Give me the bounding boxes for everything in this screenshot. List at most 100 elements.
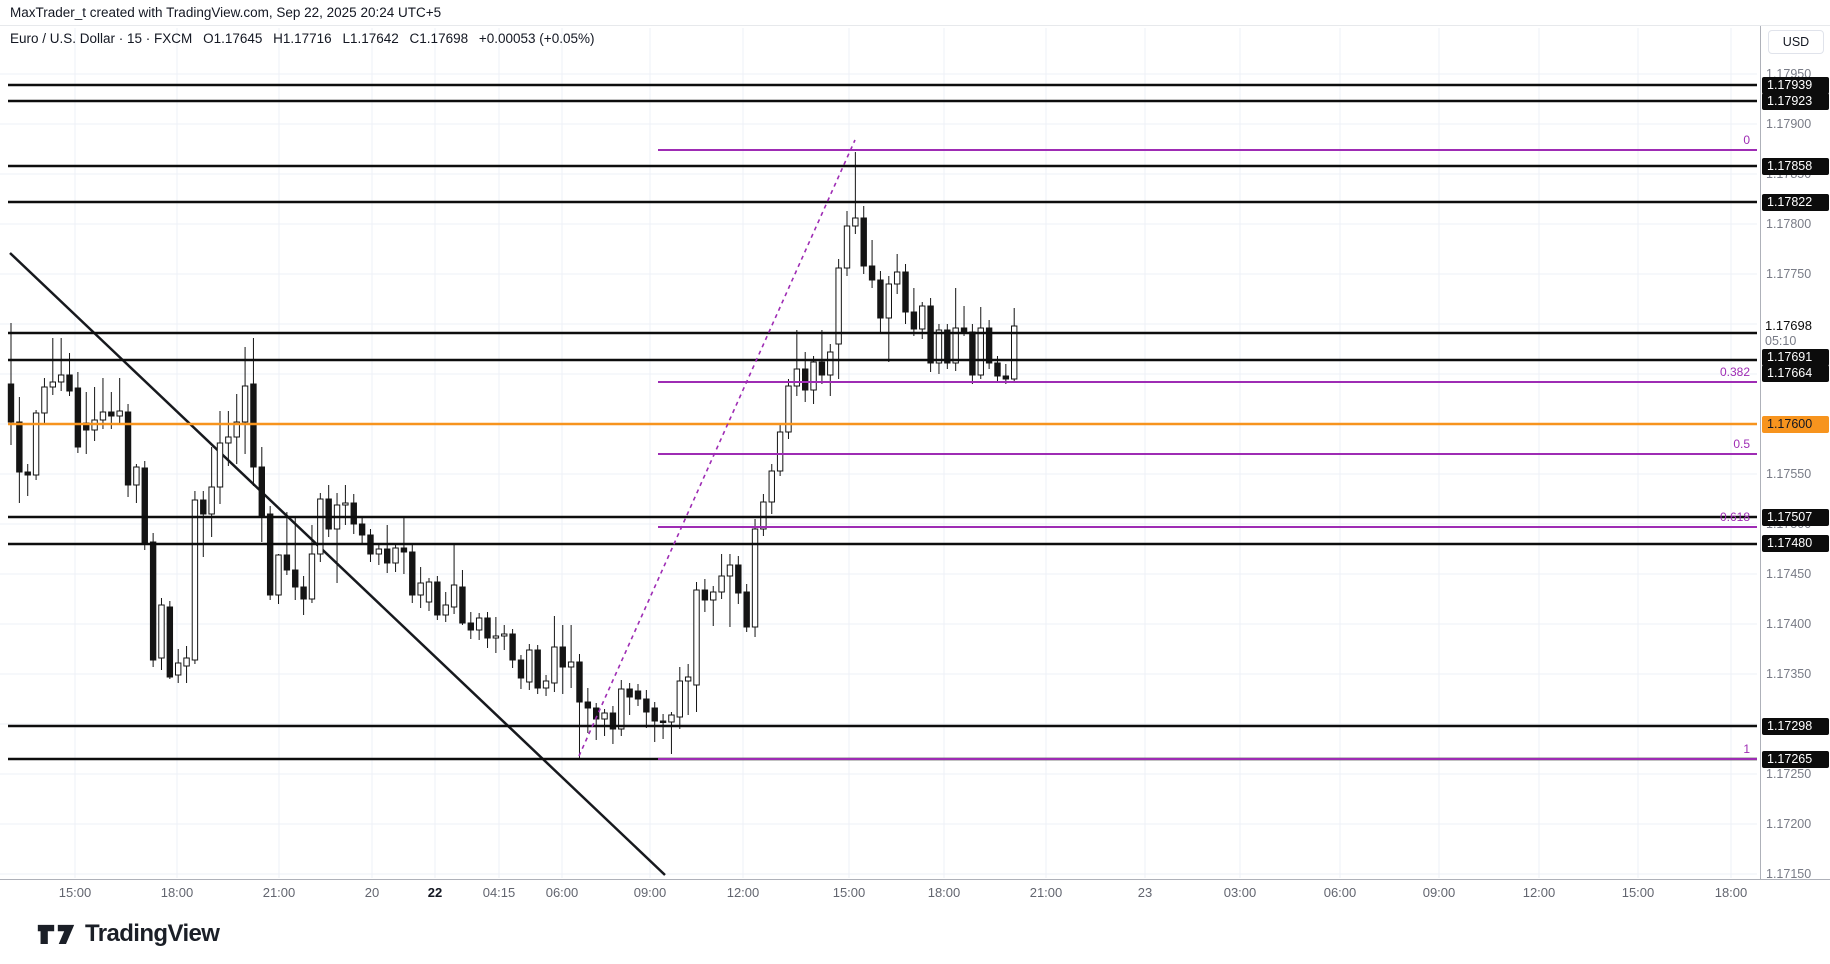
price-level-label: 1.17265 <box>1762 750 1829 768</box>
fib-level-label: 0.618 <box>1719 510 1750 524</box>
price-axis[interactable]: USD 1.179501.179001.178501.178001.177501… <box>1760 26 1830 881</box>
candle-up <box>977 327 984 376</box>
fib-trend-dashed-line <box>578 139 856 757</box>
candle-up <box>450 584 458 608</box>
candle-down <box>534 649 541 689</box>
candle-up <box>885 283 892 319</box>
candle-down <box>517 659 525 679</box>
candle-down <box>802 368 809 391</box>
fib-level-label: 0.5 <box>1733 437 1750 451</box>
currency-button[interactable]: USD <box>1768 30 1824 54</box>
fib-level-label: 0 <box>1743 133 1750 147</box>
candle-up <box>835 267 842 345</box>
candle-down <box>985 327 993 364</box>
time-tick-label: 03:00 <box>1223 885 1257 900</box>
candle-up <box>241 385 249 423</box>
candle-down <box>509 633 516 661</box>
tradingview-logo[interactable]: TradingView <box>36 920 220 948</box>
candle-up <box>216 442 224 488</box>
attribution-bar: MaxTrader_t created with TradingView.com… <box>0 0 1830 26</box>
candle-down <box>944 329 951 364</box>
candle-up <box>417 582 424 596</box>
bar-countdown-label: 05:10 <box>1765 334 1797 348</box>
candle-down <box>960 327 968 333</box>
candle-down <box>16 421 23 473</box>
candle-down <box>609 712 617 730</box>
candle-down <box>484 617 491 639</box>
chart-legend: Euro / U.S. Dollar · 15 · FXCM O1.17645 … <box>10 31 601 46</box>
candle-down <box>108 411 115 417</box>
candle-down <box>634 690 642 700</box>
candle-down <box>994 362 1001 377</box>
candle-down <box>559 646 566 668</box>
candle-up <box>116 410 123 417</box>
time-tick-label: 22 <box>427 885 443 900</box>
candle-up <box>308 553 316 600</box>
candle-down <box>902 271 909 313</box>
candle-up <box>785 385 792 433</box>
tradingview-logo-text: TradingView <box>85 920 220 947</box>
candle-up <box>810 361 817 391</box>
time-tick-label: 23 <box>1137 885 1153 900</box>
price-tick-label: 1.17800 <box>1766 217 1812 231</box>
candle-up <box>726 564 734 577</box>
candle-up <box>760 501 767 530</box>
chart-plot-area[interactable]: Euro / U.S. Dollar · 15 · FXCM O1.17645 … <box>0 26 1760 879</box>
candle-down <box>200 499 207 515</box>
candle-up <box>1011 325 1018 380</box>
time-tick-label: 04:15 <box>482 885 516 900</box>
candle-up <box>492 635 500 639</box>
ohlc-open: O1.17645 <box>203 31 263 46</box>
candle-down <box>927 305 934 364</box>
current-price-axis-label: 1.17698 05:10 <box>1765 318 1827 349</box>
candle-down <box>701 589 709 601</box>
price-tick-label: 1.17200 <box>1766 817 1812 831</box>
footer: TradingView <box>0 906 1830 964</box>
ohlc-high: H1.17716 <box>273 31 332 46</box>
candle-up <box>668 714 675 723</box>
candle-up <box>567 661 575 668</box>
candle-down <box>141 467 148 544</box>
candle-down <box>584 701 592 709</box>
candle-up <box>952 327 959 364</box>
candle-down <box>743 591 750 628</box>
candle-down <box>576 661 583 703</box>
candle-up <box>618 688 625 730</box>
ohlc-close: C1.17698 <box>409 31 469 46</box>
candle-up <box>133 466 140 486</box>
ohlc-low: L1.17642 <box>342 31 399 46</box>
candle-up <box>676 680 683 718</box>
candle-up <box>542 680 550 689</box>
candle-down <box>384 548 391 564</box>
candle-down <box>643 698 650 713</box>
candle-up <box>375 548 383 555</box>
candle-up <box>99 411 107 421</box>
candlestick-chart[interactable] <box>0 26 1760 879</box>
candle-down <box>258 466 266 517</box>
price-tick-label: 1.17350 <box>1766 667 1812 681</box>
candle-up <box>693 589 700 686</box>
candle-up <box>551 646 558 684</box>
time-axis[interactable]: 15:00 18:00 21:00 20 22 04:15 06:00 09:00 12:00 1… <box>0 879 1830 906</box>
price-level-label: 1.17298 <box>1762 717 1829 735</box>
candle-up <box>442 604 449 616</box>
time-tick-label: 15:00 <box>1621 885 1655 900</box>
candle-down <box>300 586 307 600</box>
candle-up <box>526 649 533 683</box>
attribution-text: MaxTrader_t created with TradingView.com… <box>10 5 442 20</box>
price-level-label: 1.17923 <box>1762 92 1829 110</box>
candle-up <box>793 368 801 387</box>
price-level-label: 1.17858 <box>1762 157 1829 175</box>
candle-up <box>225 436 232 444</box>
tradingview-logo-icon <box>37 924 75 944</box>
price-level-label: 1.17480 <box>1762 534 1829 552</box>
candle-up <box>710 591 717 601</box>
price-tick-label: 1.17250 <box>1766 767 1812 781</box>
candle-down <box>283 554 291 571</box>
candle-up <box>827 351 834 376</box>
candle-up <box>317 498 324 555</box>
candle-down <box>877 279 884 319</box>
candle-up <box>191 499 199 661</box>
candle-down <box>7 383 15 423</box>
candle-down <box>467 622 475 631</box>
